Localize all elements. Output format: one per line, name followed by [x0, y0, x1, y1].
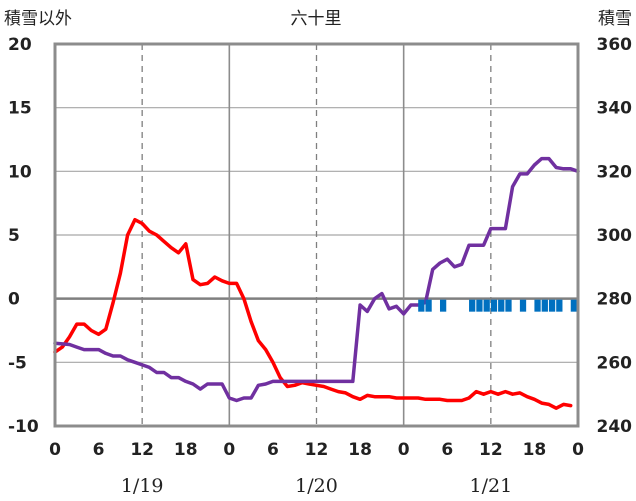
snowfall-bar — [498, 299, 505, 312]
left-tick-label: 20 — [8, 35, 32, 55]
left-tick-label: 15 — [8, 99, 32, 119]
right-axis-label: 積雪 — [598, 9, 632, 29]
left-tick-label: 0 — [8, 290, 20, 310]
right-tick-label: 300 — [597, 226, 633, 246]
grid-lines — [55, 44, 578, 426]
x-tick-label: 6 — [267, 440, 279, 460]
x-tick-label: 12 — [479, 440, 503, 460]
left-tick-label: -10 — [8, 417, 39, 437]
series-layer — [53, 156, 580, 410]
snowfall-bar — [490, 299, 498, 312]
right-tick-label: 340 — [597, 99, 633, 119]
snowfall-bar — [469, 299, 476, 312]
snowfall-bar — [425, 299, 432, 312]
snowfall-bar — [418, 299, 425, 312]
x-tick-label: 0 — [223, 440, 235, 460]
series-line-2 — [53, 156, 580, 403]
right-tick-label: 240 — [597, 417, 633, 437]
left-tick-label: 10 — [8, 162, 32, 182]
snowfall-bar — [570, 299, 577, 312]
x-tick-label: 12 — [130, 440, 154, 460]
right-tick-label: 320 — [597, 162, 633, 182]
series-line-1 — [53, 217, 573, 410]
date-label: 1/20 — [295, 475, 338, 497]
snowfall-bar — [534, 299, 541, 312]
x-tick-label: 12 — [305, 440, 329, 460]
right-tick-label: 360 — [597, 35, 633, 55]
x-tick-label: 6 — [441, 440, 453, 460]
date-label: 1/21 — [469, 475, 512, 497]
snowfall-bar — [476, 299, 483, 312]
x-tick-label: 18 — [174, 440, 198, 460]
date-label: 1/19 — [121, 475, 164, 497]
x-tick-label: 0 — [49, 440, 61, 460]
tick-labels: 20 15 10 5 0 -5 -10 360 340 320 300 280 260 240 0 6 12 18… — [8, 35, 632, 497]
left-tick-label: -5 — [8, 353, 27, 373]
x-tick-label: 0 — [398, 440, 410, 460]
x-tick-label: 0 — [572, 440, 584, 460]
snowfall-bar — [556, 299, 563, 312]
left-tick-label: 5 — [8, 226, 20, 246]
right-tick-label: 280 — [597, 290, 633, 310]
chart-title: 六十里 — [291, 9, 342, 29]
snowfall-bar — [548, 299, 556, 312]
right-tick-label: 260 — [597, 353, 633, 373]
left-axis-label: 積雪以外 — [4, 9, 72, 29]
snowfall-bar — [541, 299, 548, 312]
x-tick-label: 18 — [348, 440, 372, 460]
plot-frame — [53, 42, 580, 428]
snowfall-bar — [505, 299, 512, 312]
x-tick-label: 18 — [523, 440, 547, 460]
snowfall-bar — [519, 299, 527, 312]
snowfall-bar — [483, 299, 490, 312]
snowfall-bar — [439, 299, 447, 312]
x-tick-label: 6 — [93, 440, 105, 460]
